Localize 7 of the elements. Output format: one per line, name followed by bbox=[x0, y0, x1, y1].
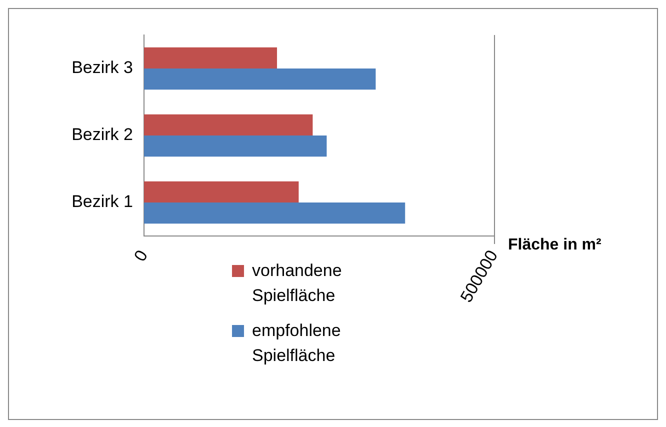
y-tick-label: Bezirk 1 bbox=[72, 192, 133, 212]
y-tick-label: Bezirk 3 bbox=[72, 58, 133, 78]
y-tick-label: Bezirk 2 bbox=[72, 125, 133, 144]
legend-label: empfohlene Spielfläche bbox=[252, 320, 342, 367]
x-axis-title: Fläche in m² bbox=[508, 236, 602, 254]
x-tick-label: 0 bbox=[130, 246, 152, 265]
legend-label: vorhandene Spielfläche bbox=[252, 260, 343, 307]
